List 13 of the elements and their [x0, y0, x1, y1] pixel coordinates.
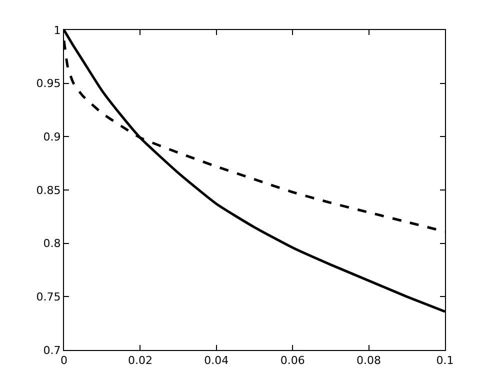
x-tick-label: 0.08: [356, 354, 382, 368]
x-tick-label: 0.04: [204, 354, 229, 368]
x-tick-label: 0: [60, 354, 68, 368]
x-tick-label: 0.1: [436, 354, 454, 368]
x-tick-label: 0.06: [280, 354, 305, 368]
y-tick-label: 0.8: [43, 237, 61, 250]
y-tick-label: 1: [54, 24, 61, 37]
y-tick-label: 0.75: [36, 290, 61, 304]
y-tick-label: 0.85: [36, 184, 61, 197]
y-tick-label: 0.7: [43, 344, 61, 357]
y-tick-label: 0.9: [43, 130, 61, 144]
x-tick-label: 0.02: [128, 354, 152, 368]
y-tick-label: 0.95: [36, 77, 61, 90]
